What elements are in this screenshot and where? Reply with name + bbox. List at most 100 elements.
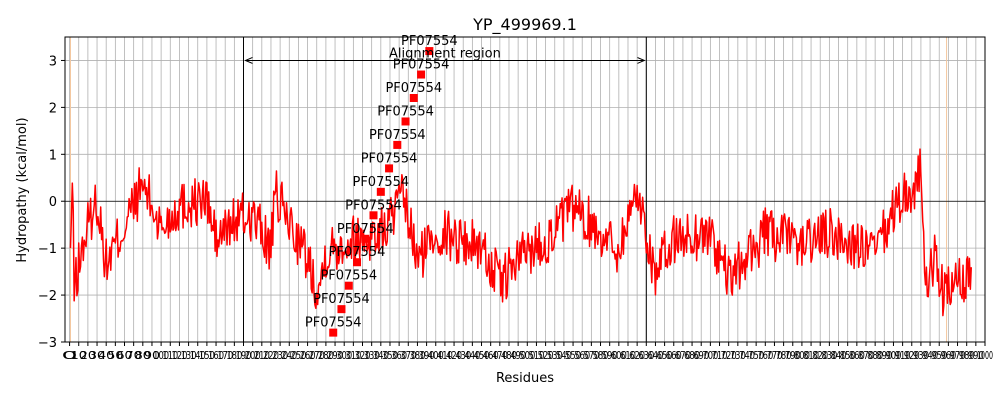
pfam-marker — [417, 70, 426, 79]
x-tick-label: 240 — [281, 349, 297, 362]
x-tick-label: 970 — [950, 349, 966, 362]
pfam-label: PF07554 — [377, 104, 434, 119]
x-tick-label: 120 — [171, 349, 187, 362]
pfam-label: PF07554 — [369, 128, 426, 143]
x-tick-label: 480 — [501, 349, 517, 362]
pfam-marker — [337, 305, 346, 314]
x-tick-label: 220 — [263, 349, 279, 362]
x-tick-label: 850 — [840, 349, 856, 362]
x-tick-label: 380 — [409, 349, 425, 362]
x-tick-label: 910 — [895, 349, 911, 362]
x-tick-label: 710 — [712, 349, 728, 362]
x-tick-label: 830 — [821, 349, 837, 362]
x-tick-label: 440 — [464, 349, 480, 362]
x-tick-label: 870 — [858, 349, 874, 362]
x-tick-label: 330 — [364, 349, 380, 362]
x-tick-label: 880 — [867, 349, 883, 362]
x-tick-label: 740 — [739, 349, 755, 362]
x-tick-label: 630 — [638, 349, 654, 362]
pfam-label: PF07554 — [337, 222, 394, 237]
x-tick-label: 70 — [126, 349, 142, 362]
x-tick-label: 370 — [400, 349, 416, 362]
pfam-marker — [385, 164, 394, 173]
pfam-label: PF07554 — [352, 175, 409, 190]
x-tick-label: 950 — [931, 349, 947, 362]
pfam-label: PF07554 — [320, 269, 377, 284]
y-tick-label: −1 — [38, 242, 57, 257]
y-tick-label: −2 — [38, 289, 57, 304]
x-tick-label: 130 — [181, 349, 197, 362]
pfam-marker — [376, 187, 385, 196]
x-tick-label: 550 — [565, 349, 581, 362]
x-tick-label: 470 — [492, 349, 508, 362]
x-tick-label: 140 — [190, 349, 206, 362]
y-axis: −3 −2 −1 0 1 2 3 — [38, 54, 65, 351]
x-tick-label: 540 — [556, 349, 572, 362]
pfam-marker — [425, 47, 434, 56]
y-tick-label: 1 — [49, 148, 57, 163]
x-tick-label: 450 — [474, 349, 490, 362]
x-tick-label: 500 — [519, 349, 535, 362]
pfam-marker — [393, 140, 402, 149]
x-tick-label: 580 — [593, 349, 609, 362]
x-tick-label: 780 — [776, 349, 792, 362]
pfam-marker — [409, 94, 418, 102]
x-tick-label: 190 — [236, 349, 252, 362]
x-tick-label: 340 — [373, 349, 389, 362]
x-tick-label: 420 — [446, 349, 462, 362]
pfam-label: PF07554 — [345, 198, 402, 213]
x-tick-label: 310 — [345, 349, 361, 362]
pfam-marker — [401, 117, 410, 126]
x-tick-label: 750 — [748, 349, 764, 362]
x-tick-label: 10 — [71, 349, 87, 362]
x-tick-label: 390 — [419, 349, 435, 362]
x-tick-label: 200 — [245, 349, 261, 362]
x-tick-label: 460 — [483, 349, 499, 362]
x-tick-label: 900 — [885, 349, 901, 362]
x-tick-label: 410 — [437, 349, 453, 362]
annotation-layer: Alignment regionPF07554PF07554PF07554PF0… — [246, 34, 645, 331]
x-tick-label: 610 — [620, 349, 636, 362]
x-tick-label: 590 — [602, 349, 618, 362]
x-tick-label: 400 — [428, 349, 444, 362]
x-tick-label: 920 — [904, 349, 920, 362]
x-tick-label: 670 — [675, 349, 691, 362]
x-tick-label: 930 — [913, 349, 929, 362]
x-tick-label: 80 — [135, 349, 151, 362]
x-tick-label: 660 — [666, 349, 682, 362]
x-tick-label: 690 — [693, 349, 709, 362]
x-tick-label: 840 — [831, 349, 847, 362]
x-tick-label: 800 — [794, 349, 810, 362]
x-tick-label: 860 — [849, 349, 865, 362]
y-tick-label: 2 — [49, 101, 57, 116]
marker-layer — [329, 47, 434, 337]
y-tick-label: −3 — [38, 336, 57, 351]
x-tick-label: 60 — [117, 349, 133, 362]
x-tick-label: 990 — [968, 349, 984, 362]
x-tick-label: 160 — [208, 349, 224, 362]
x-tick-label: 490 — [510, 349, 526, 362]
x-tick-label: 650 — [657, 349, 673, 362]
x-tick-label: 40 — [98, 349, 114, 362]
pfam-marker — [329, 328, 338, 337]
x-tick-label: 360 — [391, 349, 407, 362]
x-tick-label: 50 — [107, 349, 123, 362]
x-tick-label: 560 — [574, 349, 590, 362]
x-tick-label: 520 — [538, 349, 554, 362]
x-tick-label: 210 — [254, 349, 270, 362]
x-tick-label: 170 — [217, 349, 233, 362]
chart-title: YP_499969.1 — [472, 15, 577, 35]
x-tick-label: 700 — [702, 349, 718, 362]
pfam-label: PF07554 — [329, 245, 386, 260]
x-tick-label: 760 — [757, 349, 773, 362]
x-tick-label: 350 — [382, 349, 398, 362]
x-tick-label: 730 — [730, 349, 746, 362]
x-tick-label: 820 — [812, 349, 828, 362]
x-tick-label: 250 — [290, 349, 306, 362]
x-tick-label: 940 — [922, 349, 938, 362]
x-tick-label: 320 — [355, 349, 371, 362]
x-tick-label: 30 — [89, 349, 105, 362]
pfam-label: PF07554 — [393, 58, 450, 73]
x-tick-label: 600 — [611, 349, 627, 362]
x-tick-label: 620 — [629, 349, 645, 362]
